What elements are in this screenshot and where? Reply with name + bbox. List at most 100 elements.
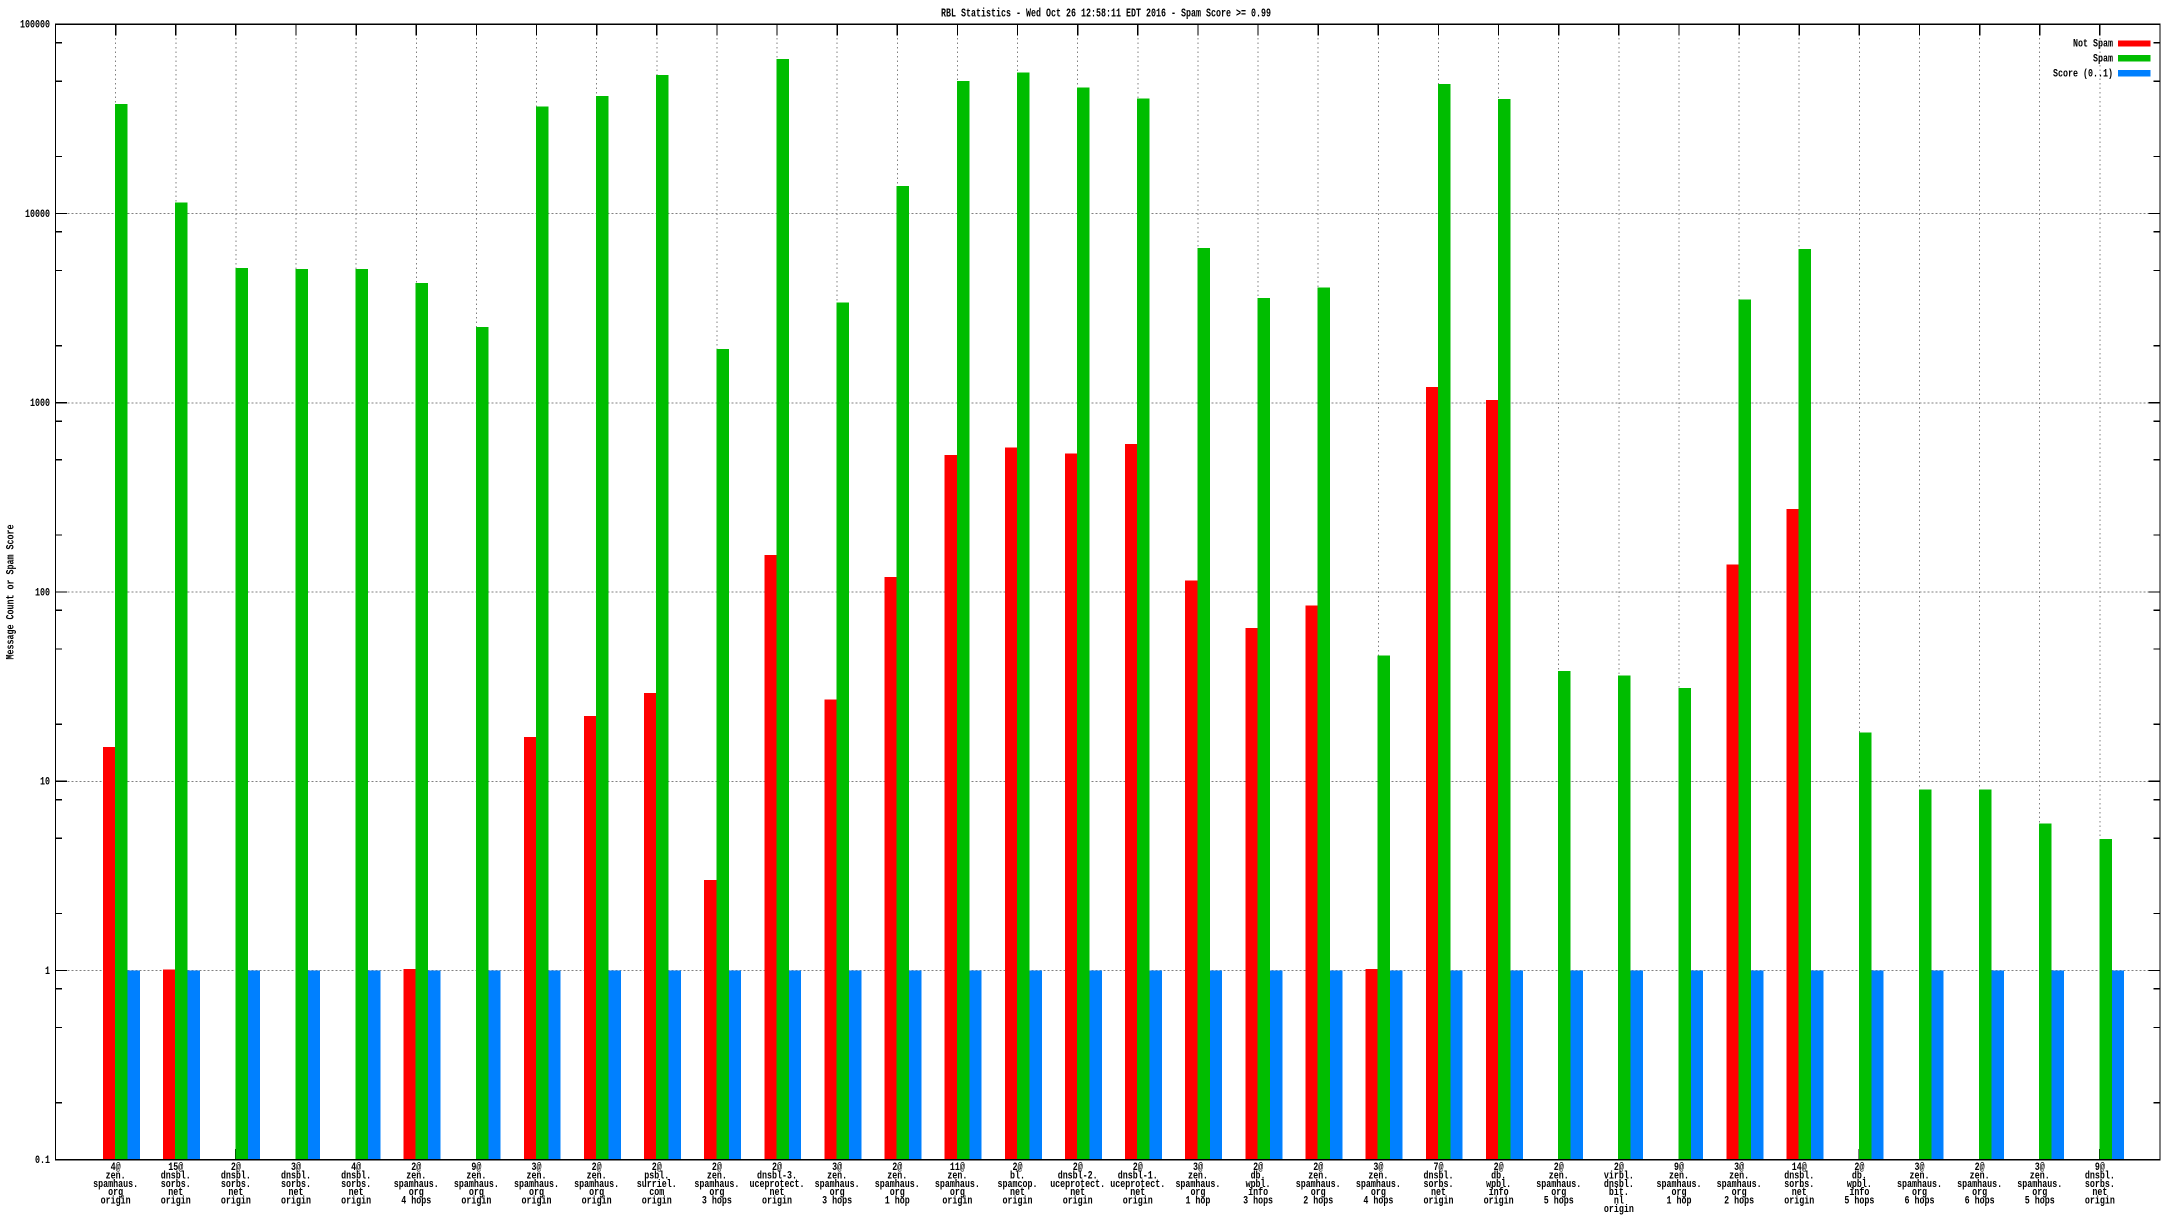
- svg-text:1: 1: [45, 966, 50, 978]
- svg-text:100000: 100000: [20, 20, 50, 32]
- svg-text:10000: 10000: [25, 209, 50, 221]
- svg-text:origin: origin: [161, 1196, 191, 1208]
- svg-text:org: org: [108, 1187, 123, 1199]
- svg-text:db.: db.: [1852, 1170, 1867, 1182]
- svg-text:3@: 3@: [1373, 1162, 1383, 1174]
- svg-text:origin: origin: [1604, 1204, 1634, 1216]
- svg-text:2@: 2@: [1494, 1162, 1504, 1174]
- svg-text:10: 10: [40, 777, 50, 789]
- svg-text:2@: 2@: [652, 1162, 662, 1174]
- svg-text:spamhaus.: spamhaus.: [1356, 1179, 1401, 1191]
- svg-text:org: org: [830, 1187, 845, 1199]
- svg-text:3@: 3@: [291, 1162, 301, 1174]
- svg-text:psbl.: psbl.: [644, 1170, 669, 1182]
- svg-text:3@: 3@: [1193, 1162, 1203, 1174]
- svg-text:2@: 2@: [1554, 1162, 1564, 1174]
- svg-text:2@: 2@: [892, 1162, 902, 1174]
- svg-text:origin: origin: [341, 1196, 371, 1208]
- svg-text:virbl.: virbl.: [1604, 1170, 1634, 1182]
- svg-text:3 hops: 3 hops: [1243, 1196, 1273, 1208]
- svg-text:2 hops: 2 hops: [1303, 1196, 1333, 1208]
- svg-text:spamhaus.: spamhaus.: [935, 1179, 980, 1191]
- svg-text:5 hops: 5 hops: [1844, 1196, 1874, 1208]
- svg-text:net: net: [1130, 1187, 1145, 1199]
- svg-text:net: net: [168, 1187, 183, 1199]
- svg-text:nl: nl: [1614, 1196, 1624, 1208]
- svg-text:origin: origin: [582, 1196, 612, 1208]
- svg-text:zen.: zen.: [1729, 1170, 1749, 1182]
- svg-text:origin: origin: [1123, 1196, 1153, 1208]
- svg-text:org: org: [1551, 1187, 1566, 1199]
- svg-text:uceprotect.: uceprotect.: [1110, 1179, 1165, 1191]
- svg-text:spamhaus.: spamhaus.: [1656, 1179, 1701, 1191]
- svg-text:2@: 2@: [1614, 1162, 1624, 1174]
- svg-text:org: org: [1972, 1187, 1987, 1199]
- svg-text:origin: origin: [642, 1196, 672, 1208]
- svg-text:spamhaus.: spamhaus.: [1897, 1179, 1942, 1191]
- svg-text:spamhaus.: spamhaus.: [1957, 1179, 2002, 1191]
- svg-text:info: info: [1489, 1187, 1509, 1199]
- svg-text:2 hops: 2 hops: [1724, 1196, 1754, 1208]
- svg-text:origin: origin: [281, 1196, 311, 1208]
- svg-text:origin: origin: [1423, 1196, 1453, 1208]
- svg-text:dnsbl.: dnsbl.: [1604, 1179, 1634, 1191]
- svg-text:zen.: zen.: [466, 1170, 486, 1182]
- svg-text:3@: 3@: [2035, 1162, 2045, 1174]
- svg-text:2@: 2@: [712, 1162, 722, 1174]
- svg-text:11@: 11@: [950, 1162, 965, 1174]
- svg-text:dnsbl.: dnsbl.: [281, 1170, 311, 1182]
- svg-text:2@: 2@: [772, 1162, 782, 1174]
- svg-text:net: net: [2092, 1187, 2107, 1199]
- svg-text:origin: origin: [942, 1196, 972, 1208]
- svg-text:4@: 4@: [351, 1162, 361, 1174]
- svg-text:2@: 2@: [592, 1162, 602, 1174]
- svg-text:3@: 3@: [832, 1162, 842, 1174]
- svg-text:zen.: zen.: [827, 1170, 847, 1182]
- svg-text:3@: 3@: [1914, 1162, 1924, 1174]
- svg-text:dnsbl.: dnsbl.: [2085, 1170, 2115, 1182]
- svg-text:zen.: zen.: [527, 1170, 547, 1182]
- svg-text:dnsbl-3.: dnsbl-3.: [757, 1170, 797, 1182]
- svg-text:9@: 9@: [1674, 1162, 1684, 1174]
- svg-text:org: org: [2032, 1187, 2047, 1199]
- svg-text:spamhaus.: spamhaus.: [1717, 1179, 1762, 1191]
- svg-text:net: net: [289, 1187, 304, 1199]
- svg-text:7@: 7@: [1433, 1162, 1443, 1174]
- svg-text:sorbs.: sorbs.: [221, 1179, 251, 1191]
- svg-text:6 hops: 6 hops: [1904, 1196, 1934, 1208]
- svg-text:net: net: [1431, 1187, 1446, 1199]
- svg-text:sorbs.: sorbs.: [161, 1179, 191, 1191]
- svg-text:9@: 9@: [471, 1162, 481, 1174]
- svg-text:org: org: [1671, 1187, 1686, 1199]
- svg-text:2@: 2@: [411, 1162, 421, 1174]
- svg-text:zen.: zen.: [1308, 1170, 1328, 1182]
- svg-text:spamhaus.: spamhaus.: [1175, 1179, 1220, 1191]
- svg-text:zen.: zen.: [406, 1170, 426, 1182]
- svg-text:100: 100: [35, 587, 50, 599]
- svg-text:org: org: [1371, 1187, 1386, 1199]
- svg-text:wpbl.: wpbl.: [1847, 1179, 1872, 1191]
- svg-text:origin: origin: [1063, 1196, 1093, 1208]
- svg-text:wpbl.: wpbl.: [1486, 1179, 1511, 1191]
- svg-text:dnsbl-2.: dnsbl-2.: [1058, 1170, 1098, 1182]
- svg-text:spamhaus.: spamhaus.: [394, 1179, 439, 1191]
- svg-text:1 hop: 1 hop: [885, 1196, 910, 1208]
- svg-text:db.: db.: [1491, 1170, 1506, 1182]
- svg-text:org: org: [890, 1187, 905, 1199]
- svg-text:sorbs.: sorbs.: [341, 1179, 371, 1191]
- svg-text:zen.: zen.: [1669, 1170, 1689, 1182]
- svg-text:dnsbl.: dnsbl.: [161, 1170, 191, 1182]
- svg-text:dnsbl-1.: dnsbl-1.: [1118, 1170, 1158, 1182]
- svg-text:2@: 2@: [1073, 1162, 1083, 1174]
- svg-text:5 hops: 5 hops: [1544, 1196, 1574, 1208]
- svg-text:org: org: [469, 1187, 484, 1199]
- svg-text:spamhaus.: spamhaus.: [1536, 1179, 1581, 1191]
- svg-text:spamhaus.: spamhaus.: [454, 1179, 499, 1191]
- svg-text:2@: 2@: [1313, 1162, 1323, 1174]
- svg-text:org: org: [1732, 1187, 1747, 1199]
- svg-text:wpbl.: wpbl.: [1246, 1179, 1271, 1191]
- svg-text:0.1: 0.1: [35, 1155, 50, 1167]
- svg-text:origin: origin: [221, 1196, 251, 1208]
- svg-text:net: net: [228, 1187, 243, 1199]
- svg-text:zen.: zen.: [1909, 1170, 1929, 1182]
